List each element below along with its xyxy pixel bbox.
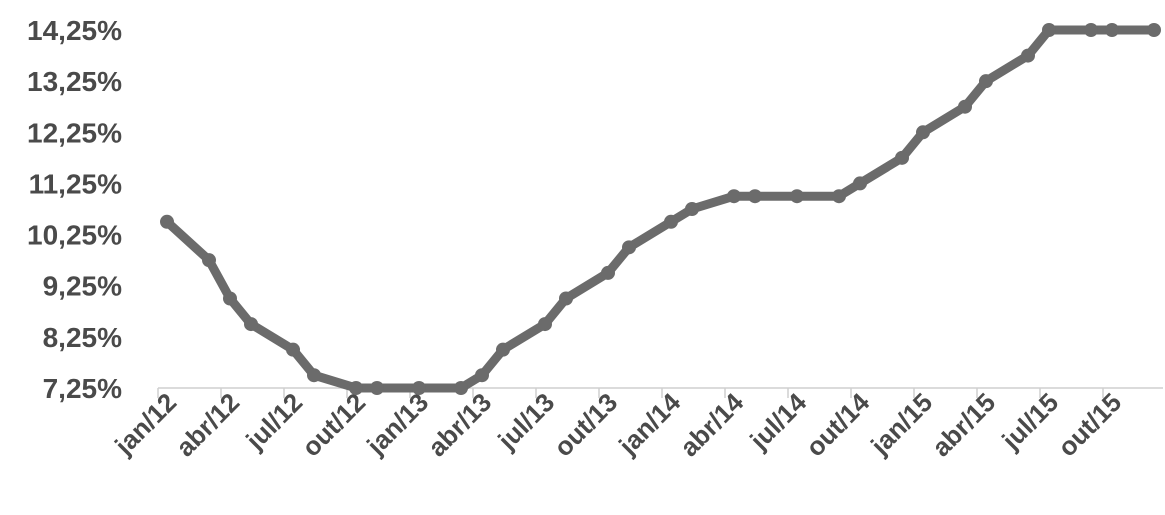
data-point xyxy=(1042,23,1056,37)
x-tick-label: out/15 xyxy=(1052,387,1127,462)
data-point xyxy=(244,317,258,332)
data-point xyxy=(1105,23,1119,37)
x-tick-label: abr/13 xyxy=(422,387,497,462)
x-tick-label: out/14 xyxy=(800,387,876,463)
data-point xyxy=(916,125,930,140)
x-axis-tick-marks xyxy=(157,388,1104,398)
data-point xyxy=(1147,23,1161,37)
data-point xyxy=(748,189,762,204)
data-point xyxy=(538,317,552,332)
x-tick-label: jul/15 xyxy=(995,387,1064,456)
series-points xyxy=(160,23,1161,395)
x-tick-label: jan/14 xyxy=(612,387,686,461)
x-tick-label: jul/14 xyxy=(743,387,812,456)
data-point xyxy=(202,253,216,268)
data-point xyxy=(349,381,363,395)
y-axis-tick-labels: 7,25% 8,25% 9,25% 10,25% 11,25% 12,25% 13,25% 1… xyxy=(27,15,122,404)
data-point xyxy=(475,368,489,383)
x-tick-label: out/12 xyxy=(296,387,371,462)
data-point xyxy=(160,214,174,229)
data-point xyxy=(412,381,426,395)
y-tick-label: 13,25% xyxy=(27,66,122,97)
data-point xyxy=(496,342,510,357)
data-point xyxy=(832,189,846,204)
y-tick-label: 10,25% xyxy=(27,220,122,251)
x-tick-label: jan/13 xyxy=(360,387,434,461)
data-point xyxy=(1084,23,1098,37)
x-tick-label: abr/12 xyxy=(170,387,245,462)
x-tick-label: out/13 xyxy=(548,387,623,462)
data-point xyxy=(685,202,699,216)
data-point xyxy=(601,265,615,280)
data-point xyxy=(370,381,384,395)
data-point xyxy=(559,291,573,306)
data-point xyxy=(1021,48,1035,63)
y-tick-label: 7,25% xyxy=(43,373,122,404)
data-point xyxy=(979,74,993,89)
data-point xyxy=(622,240,636,255)
y-tick-label: 11,25% xyxy=(29,168,123,199)
y-tick-label: 9,25% xyxy=(43,271,122,302)
data-point xyxy=(454,381,468,395)
data-point xyxy=(286,342,300,357)
x-tick-label: abr/14 xyxy=(674,387,750,463)
data-point xyxy=(223,291,237,306)
y-tick-label: 12,25% xyxy=(27,117,122,148)
y-tick-label: 14,25% xyxy=(27,15,122,46)
data-point xyxy=(958,99,972,114)
x-tick-label: abr/15 xyxy=(926,387,1001,462)
x-tick-label: jan/15 xyxy=(864,387,938,461)
x-tick-label: jul/12 xyxy=(239,387,308,456)
data-point xyxy=(853,176,867,191)
x-tick-label: jul/13 xyxy=(491,387,560,456)
y-tick-label: 8,25% xyxy=(43,322,122,353)
data-point xyxy=(664,214,678,229)
data-point xyxy=(307,368,321,383)
x-axis-tick-labels: jan/12abr/12jul/12out/12jan/13abr/13jul/… xyxy=(108,387,1127,463)
series-line xyxy=(162,25,1159,393)
data-point xyxy=(727,189,741,204)
data-point xyxy=(790,189,804,204)
data-point xyxy=(895,150,909,165)
